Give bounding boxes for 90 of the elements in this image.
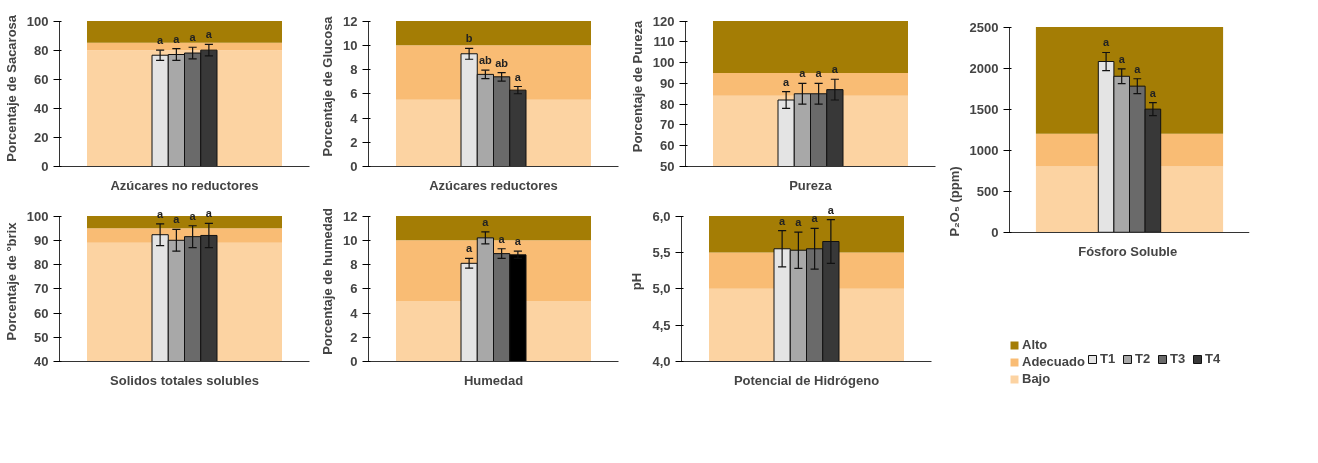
data-label: a: [1103, 36, 1111, 49]
y-tick-label: 60: [34, 305, 49, 321]
y-tick-label: 4: [350, 110, 359, 126]
data-label: a: [799, 67, 807, 80]
y-tick-label: 20: [34, 129, 49, 145]
y-axis-title: Porcentaje de Glucosa: [320, 15, 336, 157]
y-axis-title: Porcentaje de °brix: [3, 221, 19, 341]
legend-label: T1: [1100, 351, 1117, 366]
data-label: ab: [478, 54, 493, 67]
y-tick-label: 10: [343, 232, 358, 248]
y-tick-label: 40: [34, 354, 49, 369]
y-tick-label: 2000: [969, 60, 999, 76]
y-tick-label: 10: [343, 37, 358, 53]
y-tick-label: 2: [350, 134, 358, 150]
y-tick-label: 6: [350, 281, 358, 297]
x-axis-title: Azúcares reductores: [429, 177, 558, 193]
y-tick-label: 4: [350, 305, 359, 321]
y-tick-label: 6,0: [652, 208, 671, 224]
data-label: a: [815, 67, 823, 80]
data-label: a: [1149, 86, 1157, 99]
y-tick-label: 0: [991, 224, 999, 240]
x-axis-title: Solidos totales solubles: [110, 372, 259, 388]
y-tick-label: 90: [34, 232, 49, 248]
x-axis-title: Humedad: [463, 372, 524, 388]
y-tick-label: 0: [350, 159, 358, 174]
data-label: a: [189, 31, 197, 44]
data-label: a: [173, 32, 181, 45]
y-tick-label: 100: [26, 13, 49, 29]
y-tick-label: 70: [34, 281, 49, 297]
data-label: a: [205, 28, 213, 41]
y-axis-title: Porcentaje de humedad: [320, 208, 336, 355]
data-label: a: [795, 216, 803, 229]
legend-label: Alto: [1022, 337, 1048, 352]
data-label: b: [465, 32, 473, 45]
y-tick-label: 1000: [969, 142, 999, 158]
y-tick-label: 8: [350, 257, 358, 273]
legend-label: Adecuado: [1022, 354, 1085, 369]
x-axis-title: Fósforo Soluble: [1078, 243, 1178, 259]
data-label: a: [811, 212, 819, 225]
legend-label: Bajo: [1022, 371, 1051, 386]
y-tick-label: 100: [652, 55, 675, 71]
data-label: a: [831, 63, 839, 76]
y-tick-label: 12: [343, 208, 358, 224]
y-tick-label: 110: [653, 34, 675, 50]
y-tick-label: 70: [660, 117, 675, 133]
y-tick-label: 120: [652, 13, 675, 29]
x-axis-title: Pureza: [789, 177, 833, 193]
x-axis-title: Potencial de Hidrógeno: [733, 372, 880, 388]
y-axis-title: pH: [629, 272, 645, 291]
legend-label: T2: [1135, 351, 1152, 366]
y-tick-label: 100: [26, 208, 49, 224]
y-tick-label: 12: [343, 13, 358, 29]
data-label: a: [173, 213, 181, 226]
y-tick-label: 6: [350, 86, 358, 102]
y-tick-label: 5,5: [652, 244, 671, 260]
legend-label: T3: [1170, 351, 1187, 366]
data-label: a: [1134, 62, 1142, 75]
y-tick-label: 4,0: [652, 354, 671, 369]
y-tick-label: 0: [41, 159, 49, 174]
y-tick-label: 2: [350, 329, 358, 345]
y-tick-label: 4,5: [652, 317, 671, 333]
y-axis-title: Porcentaje de Pureza: [629, 19, 645, 153]
y-axis-title: Porcentaje de Sacarosa: [3, 14, 19, 162]
y-tick-label: 80: [660, 96, 675, 112]
y-tick-label: 50: [34, 329, 49, 345]
data-label: a: [1118, 52, 1126, 65]
y-tick-label: 60: [34, 71, 49, 87]
data-label: ab: [495, 56, 509, 69]
y-tick-label: 1500: [969, 101, 999, 117]
y-tick-label: 500: [976, 183, 999, 199]
x-axis-title: Azúcares no reductores: [110, 177, 259, 193]
data-label: a: [783, 75, 791, 88]
y-tick-label: 90: [660, 75, 675, 91]
legend-label: T4: [1205, 351, 1222, 366]
data-label: a: [514, 70, 522, 83]
y-tick-label: 40: [34, 100, 49, 116]
y-tick-label: 80: [34, 42, 49, 58]
data-label: a: [466, 242, 474, 255]
y-axis-title: P₂O₅ (ppm): [946, 166, 962, 237]
y-tick-label: 60: [660, 138, 675, 154]
y-tick-label: 50: [660, 159, 675, 174]
y-tick-label: 8: [350, 62, 358, 78]
y-tick-label: 80: [34, 257, 49, 273]
y-tick-label: 2500: [969, 19, 999, 35]
data-label: a: [779, 214, 787, 227]
data-label: a: [514, 235, 522, 248]
y-tick-label: 0: [350, 354, 358, 369]
data-label: a: [482, 215, 490, 228]
data-label: a: [827, 203, 835, 216]
y-tick-label: 5,0: [652, 281, 671, 297]
